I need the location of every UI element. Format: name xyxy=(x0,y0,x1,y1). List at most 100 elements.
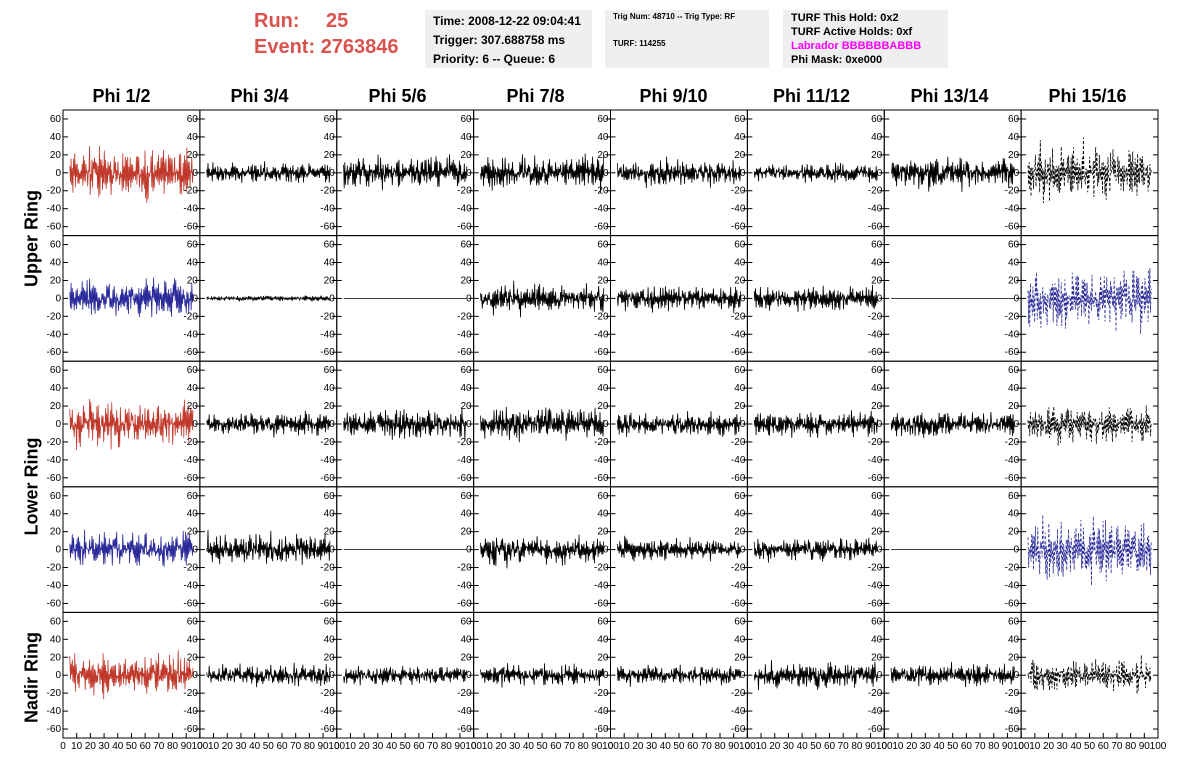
y-tick-label: 20 xyxy=(597,401,609,412)
y-tick-label: 40 xyxy=(50,634,62,645)
y-tick-label: 40 xyxy=(1008,132,1020,143)
x-tick-label: 10 xyxy=(482,741,494,752)
y-tick-label: -40 xyxy=(868,204,883,215)
x-tick-label: 80 xyxy=(851,741,863,752)
y-tick-label: -40 xyxy=(1005,706,1020,717)
y-tick-label: -60 xyxy=(47,473,62,484)
y-tick-label: -60 xyxy=(868,347,883,358)
y-tick-label: -40 xyxy=(1005,204,1020,215)
y-tick-label: 0 xyxy=(877,293,883,304)
x-tick-label: 40 xyxy=(933,741,945,752)
x-tick-label: 30 xyxy=(235,741,247,752)
x-tick-label: 100 xyxy=(328,741,345,752)
y-tick-label: 0 xyxy=(329,293,335,304)
y-tick-label: -60 xyxy=(183,222,198,233)
y-tick-label: 20 xyxy=(597,652,609,663)
x-tick-label: 90 xyxy=(591,741,603,752)
y-tick-label: -40 xyxy=(457,580,472,591)
x-tick-label: 60 xyxy=(550,741,562,752)
run-event-label: Run: 25 Event: 2763846 xyxy=(254,8,399,60)
column-title: Phi 7/8 xyxy=(506,86,565,106)
y-tick-label: 0 xyxy=(55,545,61,556)
x-tick-label: 70 xyxy=(427,741,439,752)
y-tick-label: 60 xyxy=(734,114,746,125)
y-tick-label: 40 xyxy=(50,258,62,269)
y-tick-label: -60 xyxy=(457,222,472,233)
y-tick-label: 60 xyxy=(597,114,609,125)
y-tick-label: -20 xyxy=(731,311,746,322)
y-tick-label: -60 xyxy=(868,473,883,484)
x-tick-label: 100 xyxy=(739,741,756,752)
y-tick-label: 20 xyxy=(1008,527,1020,538)
y-tick-label: -40 xyxy=(594,329,609,340)
y-tick-label: 60 xyxy=(871,491,883,502)
column-title: Phi 11/12 xyxy=(772,86,851,106)
y-tick-label: -20 xyxy=(320,437,335,448)
y-tick-label: 0 xyxy=(603,670,609,681)
y-tick-label: -60 xyxy=(594,724,609,735)
y-tick-label: -60 xyxy=(731,222,746,233)
y-tick-label: -60 xyxy=(320,222,335,233)
x-tick-label: 100 xyxy=(602,741,619,752)
x-tick-label: 50 xyxy=(947,741,959,752)
y-tick-label: -40 xyxy=(868,455,883,466)
y-tick-label: -40 xyxy=(594,706,609,717)
y-tick-label: 0 xyxy=(329,419,335,430)
y-tick-label: 40 xyxy=(871,634,883,645)
waveform-trace xyxy=(890,156,1015,193)
y-tick-label: 20 xyxy=(734,150,746,161)
y-tick-label: 20 xyxy=(461,150,473,161)
y-tick-label: -20 xyxy=(457,437,472,448)
y-tick-label: -20 xyxy=(183,437,198,448)
waveform-trace xyxy=(753,162,878,183)
y-tick-label: -60 xyxy=(594,347,609,358)
y-tick-label: 20 xyxy=(1008,150,1020,161)
y-tick-label: -60 xyxy=(47,222,62,233)
y-tick-label: -20 xyxy=(1005,437,1020,448)
y-tick-label: -60 xyxy=(1005,598,1020,609)
column-title: Phi 1/2 xyxy=(92,86,151,106)
y-tick-label: 60 xyxy=(324,240,336,251)
y-tick-label: 40 xyxy=(50,132,62,143)
y-tick-label: -20 xyxy=(457,688,472,699)
waveform-trace xyxy=(1027,654,1152,695)
y-tick-label: 0 xyxy=(329,670,335,681)
y-tick-label: -20 xyxy=(731,186,746,197)
y-tick-label: -60 xyxy=(1005,347,1020,358)
y-tick-label: -20 xyxy=(320,688,335,699)
x-tick-label: 10 xyxy=(345,741,357,752)
y-tick-label: -20 xyxy=(594,688,609,699)
y-tick-label: 60 xyxy=(461,114,473,125)
y-tick-label: 0 xyxy=(192,545,198,556)
y-tick-label: 40 xyxy=(187,383,199,394)
x-tick-label: 90 xyxy=(1002,741,1014,752)
waveform-trace xyxy=(616,664,741,687)
x-tick-label: 90 xyxy=(728,741,740,752)
y-tick-label: 0 xyxy=(1014,419,1020,430)
y-tick-label: 20 xyxy=(1008,652,1020,663)
y-tick-label: -40 xyxy=(320,706,335,717)
y-tick-label: -60 xyxy=(868,724,883,735)
waveform-trace xyxy=(480,280,605,318)
run-label: Run: xyxy=(254,10,300,32)
y-tick-label: 0 xyxy=(192,293,198,304)
x-tick-label: 80 xyxy=(988,741,1000,752)
y-tick-label: 20 xyxy=(324,150,336,161)
y-tick-label: -40 xyxy=(47,204,62,215)
y-tick-label: 20 xyxy=(324,527,336,538)
y-tick-label: -20 xyxy=(183,563,198,574)
y-tick-label: -20 xyxy=(183,311,198,322)
y-tick-label: 0 xyxy=(55,293,61,304)
x-tick-label: 0 xyxy=(334,741,340,752)
y-tick-label: -60 xyxy=(594,473,609,484)
y-tick-label: 40 xyxy=(187,509,199,520)
y-tick-label: 60 xyxy=(461,616,473,627)
y-tick-label: 40 xyxy=(324,258,336,269)
x-tick-label: 80 xyxy=(167,741,179,752)
x-tick-label: 0 xyxy=(881,741,887,752)
y-tick-label: 60 xyxy=(50,365,62,376)
y-tick-label: 40 xyxy=(324,509,336,520)
labrador-text: Labrador BBBBBBABBB xyxy=(791,40,922,52)
x-tick-label: 30 xyxy=(509,741,521,752)
x-tick-label: 0 xyxy=(745,741,751,752)
